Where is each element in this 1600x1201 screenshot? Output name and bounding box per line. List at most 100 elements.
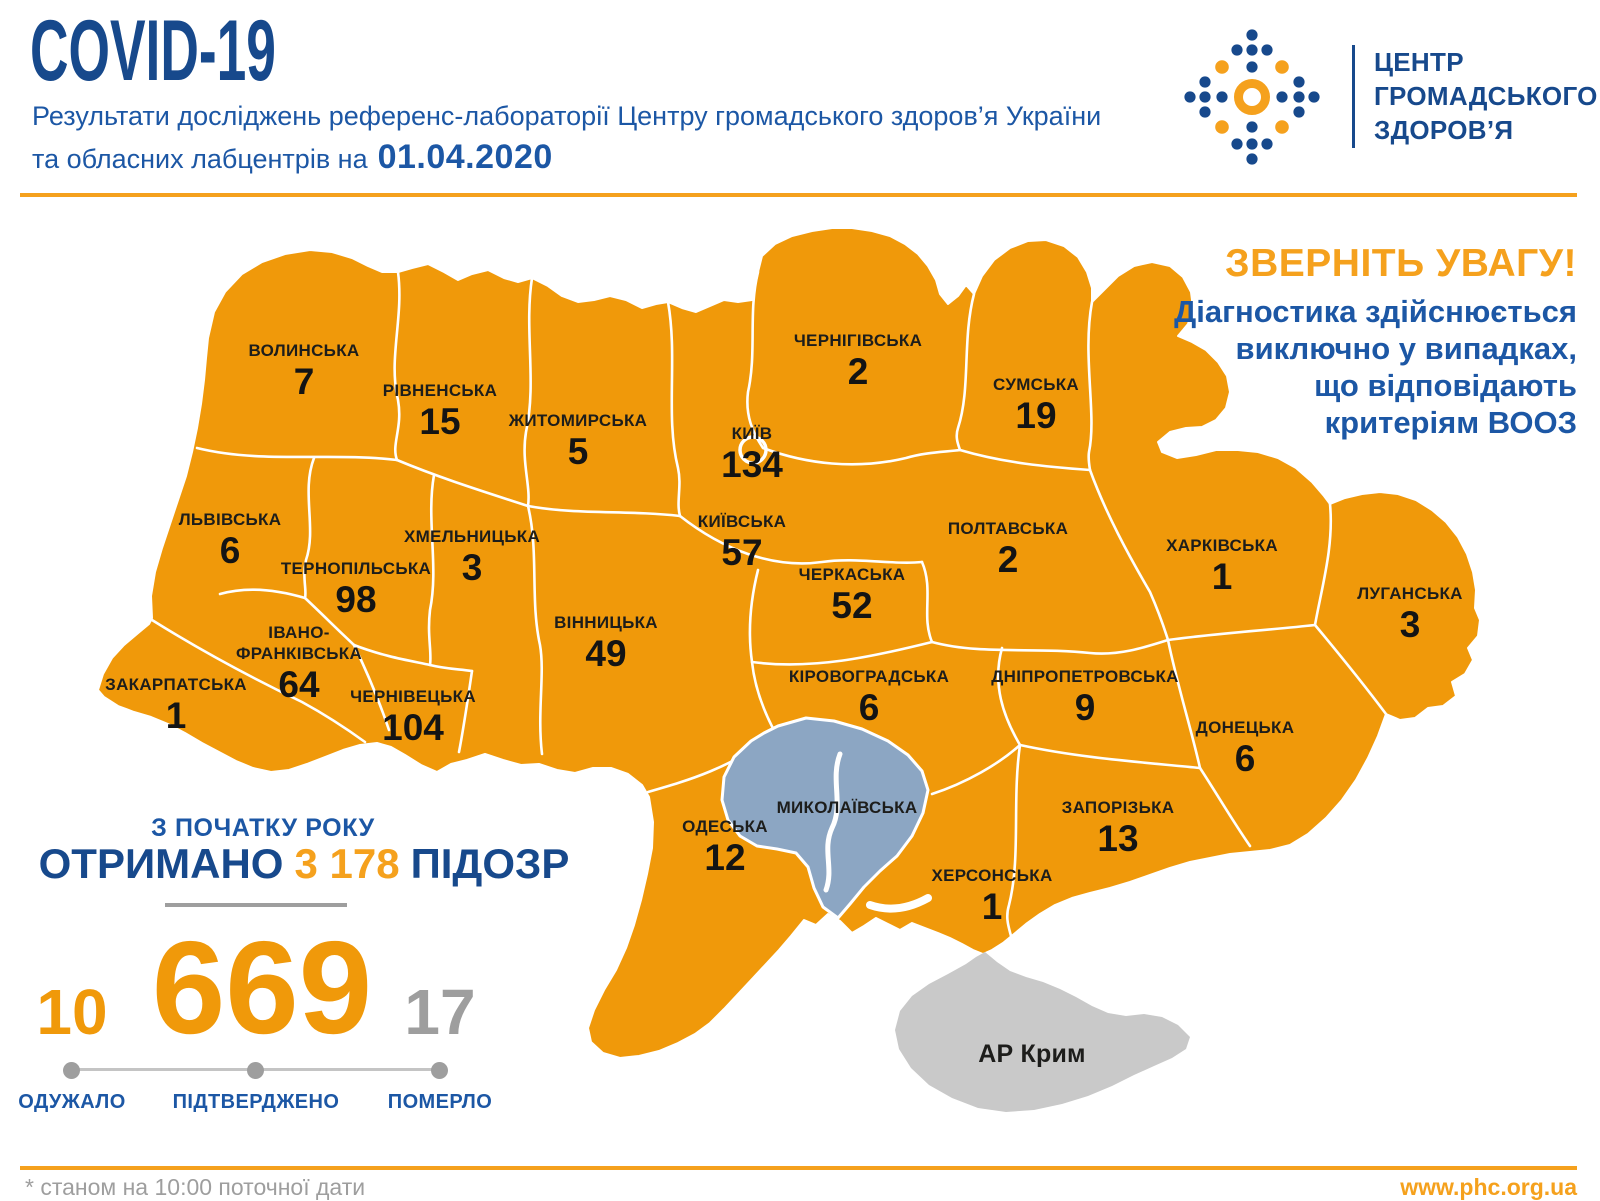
subtitle-line1: Результати досліджень референс-лаборатор… — [32, 101, 1102, 131]
region-cherkaska: ЧЕРКАСЬКА 52 — [742, 564, 962, 626]
confirmed-count: 669 — [151, 914, 373, 1061]
region-name: ХМЕЛЬНИЦЬКА — [403, 527, 541, 546]
mykolaiv-region-shape — [720, 716, 930, 920]
region-value: 12 — [704, 837, 746, 878]
region-zakarpatska: ЗАКАРПАТСЬКА 1 — [66, 674, 286, 736]
ukraine-landmass — [97, 227, 1481, 1059]
region-value: 134 — [721, 444, 783, 485]
notice-body: Діагностика здійснюється виключно у випа… — [1174, 294, 1577, 440]
top-divider-line — [20, 193, 1577, 197]
region-dnipropetrovska: ДНІПРОПЕТРОВСЬКА 9 — [975, 666, 1195, 728]
region-poltavska: ПОЛТАВСЬКА 2 — [898, 518, 1118, 580]
region-name: ХЕРСОНСЬКА — [931, 866, 1053, 885]
region-ivano-frankivska: ІВАНО-ФРАНКІВСЬКА 64 — [214, 622, 384, 705]
region-kirovohradska: КІРОВОГРАДСЬКА 6 — [759, 666, 979, 728]
subtitle-line2: та обласних лабцентрів на 01.04.2020 — [32, 138, 553, 177]
region-khmelnytska: ХМЕЛЬНИЦЬКА 3 — [362, 526, 582, 588]
region-name: ЖИТОМИРСЬКА — [508, 411, 648, 430]
region-vinnytska: ВІННИЦЬКА 49 — [496, 612, 716, 674]
region-kyiv-city: КИЇВ 134 — [642, 423, 862, 485]
region-value: 13 — [1097, 818, 1139, 859]
region-name: ПОЛТАВСЬКА — [947, 519, 1069, 538]
region-luhanska: ЛУГАНСЬКА 3 — [1300, 583, 1520, 645]
report-date: 01.04.2020 — [377, 138, 553, 176]
river-detail — [823, 751, 843, 893]
region-kyivska: КИЇВСЬКА 57 — [632, 511, 852, 573]
confirmed-label: ПІДТВЕРДЖЕНО — [172, 1091, 340, 1113]
region-volynska: ВОЛИНСЬКА 7 — [194, 340, 414, 402]
region-sumska: СУМСЬКА 19 — [926, 374, 1146, 436]
region-value: 64 — [278, 664, 320, 705]
region-value: 1 — [1211, 556, 1233, 597]
region-value: 104 — [382, 707, 444, 748]
region-odeska: ОДЕСЬКА 12 — [615, 816, 835, 878]
region-name: ВОЛИНСЬКА — [248, 341, 360, 360]
region-name: КИЇВСЬКА — [697, 512, 787, 531]
region-name: ТЕРНОПІЛЬСЬКА — [280, 559, 432, 578]
region-lvivska: ЛЬВІВСЬКА 6 — [120, 509, 340, 571]
region-value: 49 — [585, 633, 627, 674]
phc-logo-icon — [1184, 29, 1320, 165]
region-kharkivska: ХАРКІВСЬКА 1 — [1112, 535, 1332, 597]
oblast-borders — [150, 270, 1388, 938]
region-name: ЗАПОРІЗЬКА — [1061, 798, 1175, 817]
region-value: 15 — [419, 401, 461, 442]
deaths-label: ПОМЕРЛО — [387, 1091, 493, 1113]
region-value: 2 — [847, 351, 869, 392]
website-link[interactable]: www.phc.org.ua — [1400, 1174, 1577, 1200]
received-label: ОТРИМАНО — [38, 840, 284, 887]
footnote: * станом на 10:00 поточної дати — [25, 1174, 366, 1200]
region-name: ХАРКІВСЬКА — [1166, 536, 1278, 555]
region-value: 3 — [1399, 604, 1421, 645]
recovered-label: ОДУЖАЛО — [18, 1091, 126, 1113]
region-name: ДОНЕЦЬКА — [1195, 718, 1295, 737]
region-value: 1 — [981, 886, 1003, 927]
region-name: ЛУГАНСЬКА — [1357, 584, 1463, 603]
region-value: 6 — [858, 687, 880, 728]
region-name: МИКОЛАЇВСЬКА — [776, 798, 918, 817]
bottom-divider-line — [20, 1166, 1577, 1170]
kyiv-city-marker — [738, 435, 768, 465]
timeline-dot-deaths — [431, 1062, 448, 1079]
region-value: 6 — [219, 530, 241, 571]
region-name: ДНІПРОПЕТРОВСЬКА — [991, 667, 1179, 686]
region-name: КИЇВ — [731, 424, 773, 443]
region-mykolaivska: МИКОЛАЇВСЬКА — [737, 797, 957, 819]
region-value: 57 — [721, 532, 763, 573]
region-value: 7 — [293, 361, 315, 402]
stats-period-heading: З ПОЧАТКУ РОКУ — [151, 814, 375, 842]
logo-org-name: ЦЕНТР ГРОМАДСЬКОГО ЗДОРОВ’Я — [1374, 47, 1598, 145]
region-name: ІВАНО-ФРАНКІВСЬКА — [235, 623, 363, 663]
timeline-dot-recovered — [63, 1062, 80, 1079]
notice-heading: ЗВЕРНІТЬ УВАГУ! — [1225, 242, 1577, 285]
region-value: 52 — [831, 585, 873, 626]
region-name: РІВНЕНСЬКА — [382, 381, 498, 400]
region-name: ВІННИЦЬКА — [554, 613, 658, 632]
region-name: ЗАКАРПАТСЬКА — [105, 675, 247, 694]
region-donetska: ДОНЕЦЬКА 6 — [1135, 717, 1355, 779]
region-name: ЛЬВІВСЬКА — [178, 510, 282, 529]
region-name: ЧЕРНІВЕЦЬКА — [350, 687, 476, 706]
recovered-count: 10 — [36, 976, 108, 1048]
received-suffix: ПІДОЗР — [410, 840, 570, 887]
region-value: 5 — [567, 431, 589, 472]
region-value: 3 — [461, 547, 483, 588]
estuary-detail — [866, 894, 932, 913]
stats-received-line: ОТРИМАНО 3 178 ПІДОЗР — [24, 840, 584, 888]
page-title: COVID-19 — [30, 3, 276, 99]
region-ternopilska: ТЕРНОПІЛЬСЬКА 98 — [246, 558, 466, 620]
region-value: 6 — [1234, 738, 1256, 779]
subtitle-line2-text: та обласних лабцентрів на — [32, 144, 368, 174]
region-value: 19 — [1015, 395, 1057, 436]
stats-divider — [165, 903, 347, 907]
region-chernihivska: ЧЕРНІГІВСЬКА 2 — [748, 330, 968, 392]
region-value: 9 — [1074, 687, 1096, 728]
region-name: АР Крим — [978, 1040, 1086, 1068]
timeline-dot-confirmed — [247, 1062, 264, 1079]
region-value: 2 — [997, 539, 1019, 580]
region-crimea: АР Крим — [922, 1040, 1142, 1068]
region-name: ОДЕСЬКА — [682, 817, 768, 836]
region-name: ЧЕРКАСЬКА — [798, 565, 906, 584]
